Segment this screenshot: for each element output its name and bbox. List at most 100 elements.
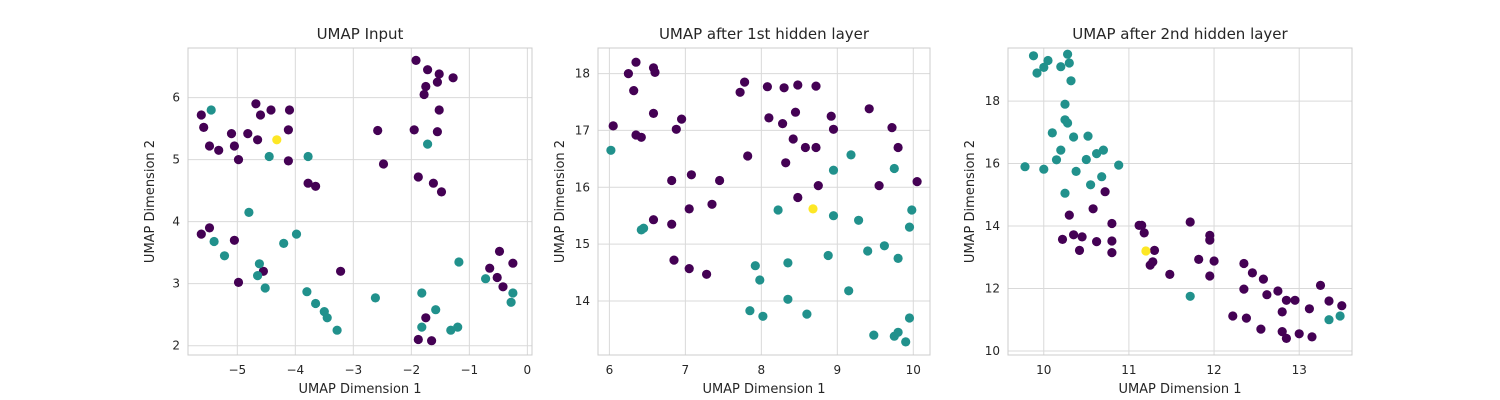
data-point-class-0 xyxy=(1324,296,1334,306)
data-point-class-0 xyxy=(793,192,803,203)
data-point-class-0 xyxy=(419,89,429,100)
data-point-class-1 xyxy=(904,313,915,323)
data-point-class-0 xyxy=(434,69,444,79)
data-point-class-1 xyxy=(1047,128,1057,138)
data-point-class-0 xyxy=(436,187,447,197)
data-point-class-0 xyxy=(378,159,389,169)
data-point-class-0 xyxy=(196,110,206,120)
data-point-class-1 xyxy=(1056,62,1066,72)
data-point-class-1 xyxy=(332,325,342,335)
x-tick-label: −5 xyxy=(228,363,246,377)
data-point-class-1 xyxy=(454,257,464,267)
data-point-class-1 xyxy=(1063,49,1073,59)
data-point-class-1 xyxy=(417,288,427,298)
data-point-class-1 xyxy=(1039,164,1049,174)
data-point-class-1 xyxy=(1020,162,1030,172)
data-point-class-0 xyxy=(1239,258,1249,269)
data-point-class-1 xyxy=(1086,180,1096,190)
data-point-class-0 xyxy=(253,135,263,145)
data-point-class-0 xyxy=(1107,248,1117,258)
data-point-class-0 xyxy=(251,99,261,109)
x-tick-label: 11 xyxy=(1121,363,1136,377)
data-point-class-1 xyxy=(758,311,768,321)
data-point-class-1 xyxy=(1071,166,1081,176)
data-point-class-1 xyxy=(1060,99,1070,109)
data-point-class-0 xyxy=(826,111,836,121)
data-point-class-1 xyxy=(1069,132,1079,142)
data-point-class-0 xyxy=(1107,218,1117,229)
data-point-class-0 xyxy=(1165,269,1175,279)
data-point-class-0 xyxy=(702,269,712,279)
data-point-class-0 xyxy=(233,277,244,287)
data-point-class-0 xyxy=(1239,284,1249,294)
data-point-class-1 xyxy=(431,305,441,315)
data-point-class-0 xyxy=(214,145,224,155)
y-tick-label: 15 xyxy=(575,237,590,251)
data-point-class-0 xyxy=(199,122,209,132)
data-point-class-0 xyxy=(1064,210,1074,220)
data-point-class-0 xyxy=(735,87,745,97)
data-point-class-0 xyxy=(1149,245,1160,255)
data-point-class-0 xyxy=(1107,236,1117,246)
data-point-class-1 xyxy=(508,288,518,298)
data-point-class-0 xyxy=(1273,286,1283,296)
data-point-class-1 xyxy=(506,297,516,307)
y-tick-label: 14 xyxy=(575,294,590,308)
data-point-class-0 xyxy=(1137,220,1147,230)
y-tick-label: 16 xyxy=(985,157,1000,171)
data-point-class-1 xyxy=(823,250,833,261)
data-point-class-1 xyxy=(750,261,760,271)
data-point-class-1 xyxy=(303,151,313,162)
data-point-class-0 xyxy=(413,172,423,182)
data-point-class-1 xyxy=(901,337,911,347)
data-point-class-0 xyxy=(1304,304,1314,314)
data-point-class-0 xyxy=(912,177,922,187)
data-point-class-1 xyxy=(260,283,270,293)
x-tick-label: 12 xyxy=(1206,363,1221,377)
data-point-class-0 xyxy=(779,83,789,93)
data-point-class-1 xyxy=(1043,55,1053,66)
x-tick-label: 10 xyxy=(906,363,921,377)
data-point-class-0 xyxy=(226,129,237,139)
data-point-class-0 xyxy=(623,69,634,79)
x-axis-label: UMAP Dimension 1 xyxy=(298,382,421,397)
data-point-class-0 xyxy=(423,65,433,75)
data-point-class-0 xyxy=(828,124,839,134)
x-tick-label: 8 xyxy=(758,363,766,377)
data-point-class-0 xyxy=(1258,274,1268,284)
data-point-class-1 xyxy=(1185,291,1195,301)
data-point-class-0 xyxy=(648,108,659,118)
data-point-class-0 xyxy=(432,127,442,137)
data-point-class-1 xyxy=(1092,149,1102,159)
data-point-class-0 xyxy=(715,175,725,186)
data-point-class-0 xyxy=(492,272,502,283)
data-point-class-1 xyxy=(783,294,793,304)
data-point-class-1 xyxy=(783,258,793,268)
data-point-class-1 xyxy=(1335,311,1345,321)
x-tick-label: −4 xyxy=(286,363,304,377)
data-point-class-1 xyxy=(828,211,839,221)
data-point-class-1 xyxy=(446,325,456,335)
data-point-class-0 xyxy=(811,81,821,91)
y-axis-label: UMAP Dimension 2 xyxy=(963,140,978,263)
data-point-class-0 xyxy=(684,264,694,274)
y-tick-label: 3 xyxy=(172,277,180,291)
data-point-class-1 xyxy=(206,105,216,115)
data-point-class-0 xyxy=(684,204,694,214)
data-point-class-0 xyxy=(762,82,773,92)
data-point-class-0 xyxy=(303,178,313,188)
data-point-class-0 xyxy=(485,263,495,273)
data-point-class-1 xyxy=(1060,188,1070,198)
data-point-class-0 xyxy=(793,80,803,90)
y-axis-label: UMAP Dimension 2 xyxy=(553,140,568,263)
data-point-class-1 xyxy=(253,271,263,281)
x-tick-label: −3 xyxy=(344,363,362,377)
data-point-class-0 xyxy=(266,105,276,115)
data-point-class-0 xyxy=(204,223,215,233)
data-point-class-0 xyxy=(893,142,903,153)
data-point-class-0 xyxy=(1256,324,1266,334)
data-point-class-0 xyxy=(233,155,244,165)
data-point-class-0 xyxy=(800,142,811,153)
data-point-class-1 xyxy=(1083,131,1093,141)
data-point-class-1 xyxy=(893,327,903,337)
